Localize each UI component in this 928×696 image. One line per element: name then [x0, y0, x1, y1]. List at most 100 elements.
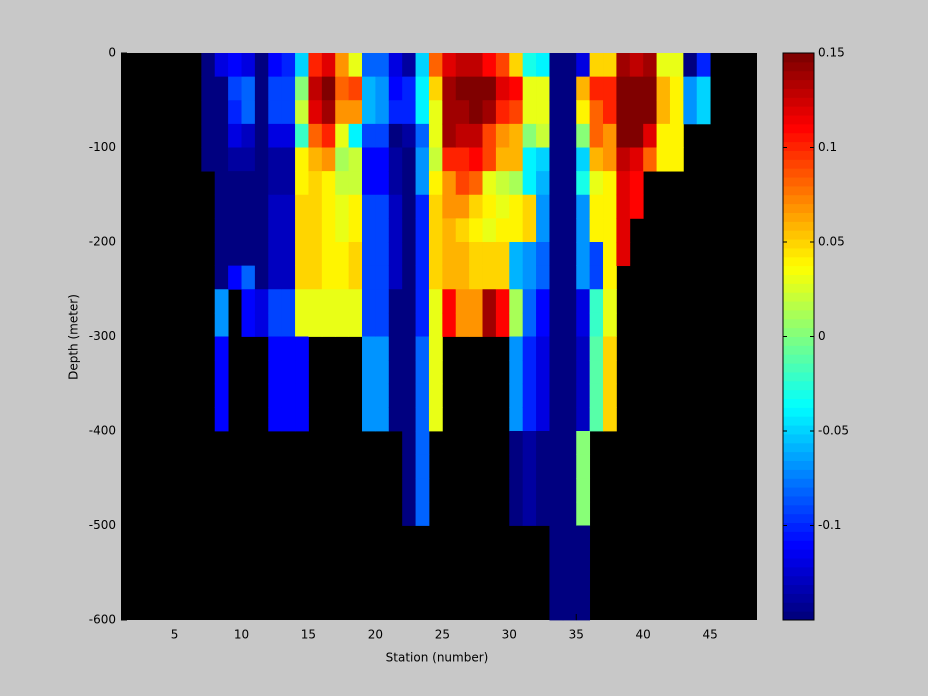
heatmap-cell — [254, 53, 269, 78]
heatmap-cell — [509, 194, 524, 219]
heatmap-cell — [522, 218, 537, 243]
heatmap-cell — [281, 171, 296, 196]
heatmap-cell — [375, 100, 390, 125]
heatmap-cell — [268, 265, 283, 290]
heatmap-cell — [415, 383, 430, 408]
heatmap-cell — [402, 171, 416, 196]
colorbar-swatch — [783, 292, 814, 302]
y-tick-label: 0 — [108, 46, 116, 60]
heatmap-cell — [201, 76, 216, 101]
colorbar-swatch — [783, 97, 814, 107]
heatmap-cell — [268, 194, 283, 219]
colorbar-swatch — [783, 584, 814, 594]
heatmap-cell — [549, 53, 564, 78]
heatmap-cell — [375, 53, 390, 78]
heatmap-cell — [428, 242, 443, 267]
heatmap-cell — [589, 265, 604, 290]
heatmap-cell — [308, 123, 323, 148]
heatmap-cell — [576, 549, 591, 574]
heatmap-cell — [308, 171, 323, 196]
heatmap-cell — [214, 336, 229, 361]
heatmap-cell — [455, 53, 470, 78]
heatmap-cell — [549, 431, 564, 456]
heatmap-cell — [562, 549, 577, 574]
heatmap-cell — [348, 171, 363, 196]
heatmap-cell — [362, 407, 376, 432]
heatmap-cell — [576, 336, 591, 361]
colorbar-swatch — [783, 593, 814, 603]
heatmap-cell — [522, 242, 537, 267]
heatmap-cell — [308, 242, 323, 267]
colorbar-swatch — [783, 575, 814, 586]
heatmap-cell — [469, 289, 483, 314]
heatmap-cell — [348, 123, 363, 148]
colorbar-swatch — [783, 363, 814, 373]
heatmap-cell — [415, 100, 430, 125]
heatmap-cell — [509, 171, 524, 196]
colorbar-swatch — [783, 557, 814, 568]
heatmap-cell — [295, 360, 309, 385]
x-tick-label: 10 — [234, 628, 249, 642]
x-tick-label: 40 — [636, 628, 651, 642]
heatmap-cell — [268, 336, 283, 361]
heatmap-cell — [362, 100, 376, 125]
heatmap-cell — [522, 454, 537, 479]
heatmap-cell — [696, 53, 711, 78]
heatmap-cell — [536, 265, 550, 290]
heatmap-cell — [495, 289, 510, 314]
heatmap-cell — [254, 194, 269, 219]
heatmap-cell — [375, 171, 390, 196]
heatmap-cell — [415, 407, 430, 432]
heatmap-cell — [348, 194, 363, 219]
heatmap-cell — [536, 336, 550, 361]
heatmap-cell — [388, 76, 403, 101]
heatmap-cell — [536, 289, 550, 314]
colorbar-swatch — [783, 531, 814, 541]
heatmap-cell — [455, 147, 470, 172]
heatmap-cell — [455, 171, 470, 196]
colorbar-swatch — [783, 177, 814, 187]
heatmap-cell — [522, 76, 537, 101]
heatmap-cell — [509, 478, 524, 503]
colorbar-swatch — [783, 540, 814, 550]
heatmap-cell — [562, 76, 577, 101]
heatmap-cell — [442, 194, 457, 219]
heatmap-cell — [362, 336, 376, 361]
heatmap-cell — [402, 501, 416, 526]
heatmap-cell — [428, 218, 443, 243]
heatmap-cell — [562, 218, 577, 243]
heatmap-cell — [268, 312, 283, 337]
heatmap-cell — [214, 76, 229, 101]
heatmap-cell — [228, 194, 242, 219]
colorbar-swatch — [783, 380, 814, 391]
heatmap-cell — [616, 53, 631, 78]
heatmap-cell — [388, 171, 403, 196]
heatmap-cell — [428, 53, 443, 78]
heatmap-cell — [549, 596, 564, 621]
heatmap-cell — [201, 53, 216, 78]
heatmap-cell — [603, 265, 617, 290]
heatmap-cell — [522, 336, 537, 361]
heatmap-cell — [428, 100, 443, 125]
heatmap-cell — [522, 312, 537, 337]
heatmap-cell — [254, 147, 269, 172]
x-tick-label: 15 — [301, 628, 316, 642]
heatmap-cell — [241, 289, 256, 314]
colorbar-swatch — [783, 389, 814, 400]
heatmap-cell — [362, 76, 376, 101]
heatmap-cell — [362, 147, 376, 172]
heatmap-cell — [683, 76, 698, 101]
heatmap-cell — [428, 360, 443, 385]
colorbar-swatch — [783, 53, 814, 63]
x-axis-label: Station (number) — [386, 651, 489, 665]
heatmap-cell — [268, 147, 283, 172]
colorbar-swatch — [783, 460, 814, 470]
heatmap-cell — [214, 242, 229, 267]
heatmap-cell — [576, 360, 591, 385]
heatmap-cell — [402, 360, 416, 385]
heatmap-cell — [482, 218, 497, 243]
heatmap-cell — [415, 76, 430, 101]
heatmap-cell — [549, 312, 564, 337]
heatmap-cell — [536, 123, 550, 148]
heatmap-cell — [643, 100, 657, 125]
